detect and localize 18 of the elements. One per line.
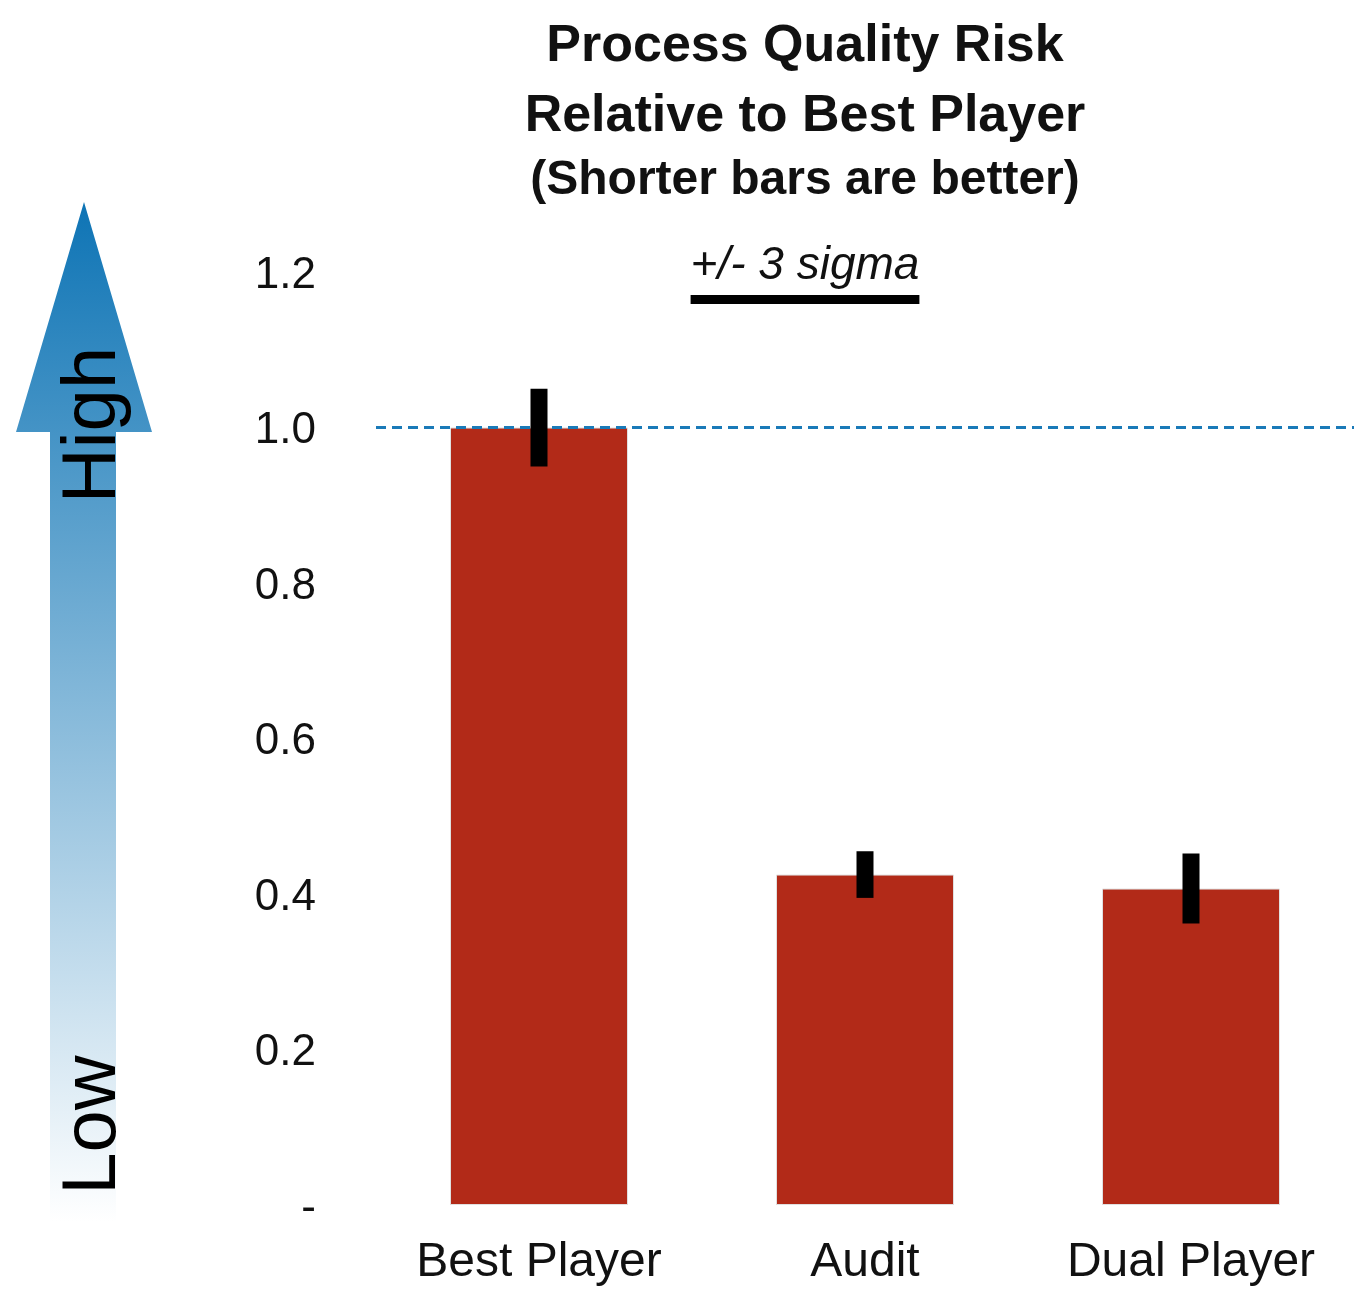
y-tick-label: 0.4	[254, 869, 316, 919]
text: Low	[44, 1055, 132, 1195]
chart-subtitle: (Shorter bars are better)	[529, 150, 1081, 205]
y-tick-label: 1.0	[254, 403, 316, 452]
y-tick-label: 1.2	[254, 247, 316, 297]
y-tick-label: 0.6	[254, 714, 316, 763]
x-tick-label: Audit	[810, 1232, 920, 1286]
bar	[1102, 888, 1280, 1205]
x-tick-label: Dual Player	[1066, 1232, 1316, 1286]
bar	[776, 874, 954, 1205]
y-tick-label: 0.8	[254, 558, 316, 608]
x-tick-label: Best Player	[416, 1232, 662, 1286]
y-tick-label: -	[301, 1180, 316, 1230]
chart-title: Process Quality Risk Relative to Best Player	[523, 13, 1087, 144]
annotation: +/- 3 sigma	[689, 236, 921, 290]
bar	[450, 427, 628, 1205]
y-tick-label: 0.2	[254, 1025, 316, 1074]
text: High	[44, 346, 132, 504]
